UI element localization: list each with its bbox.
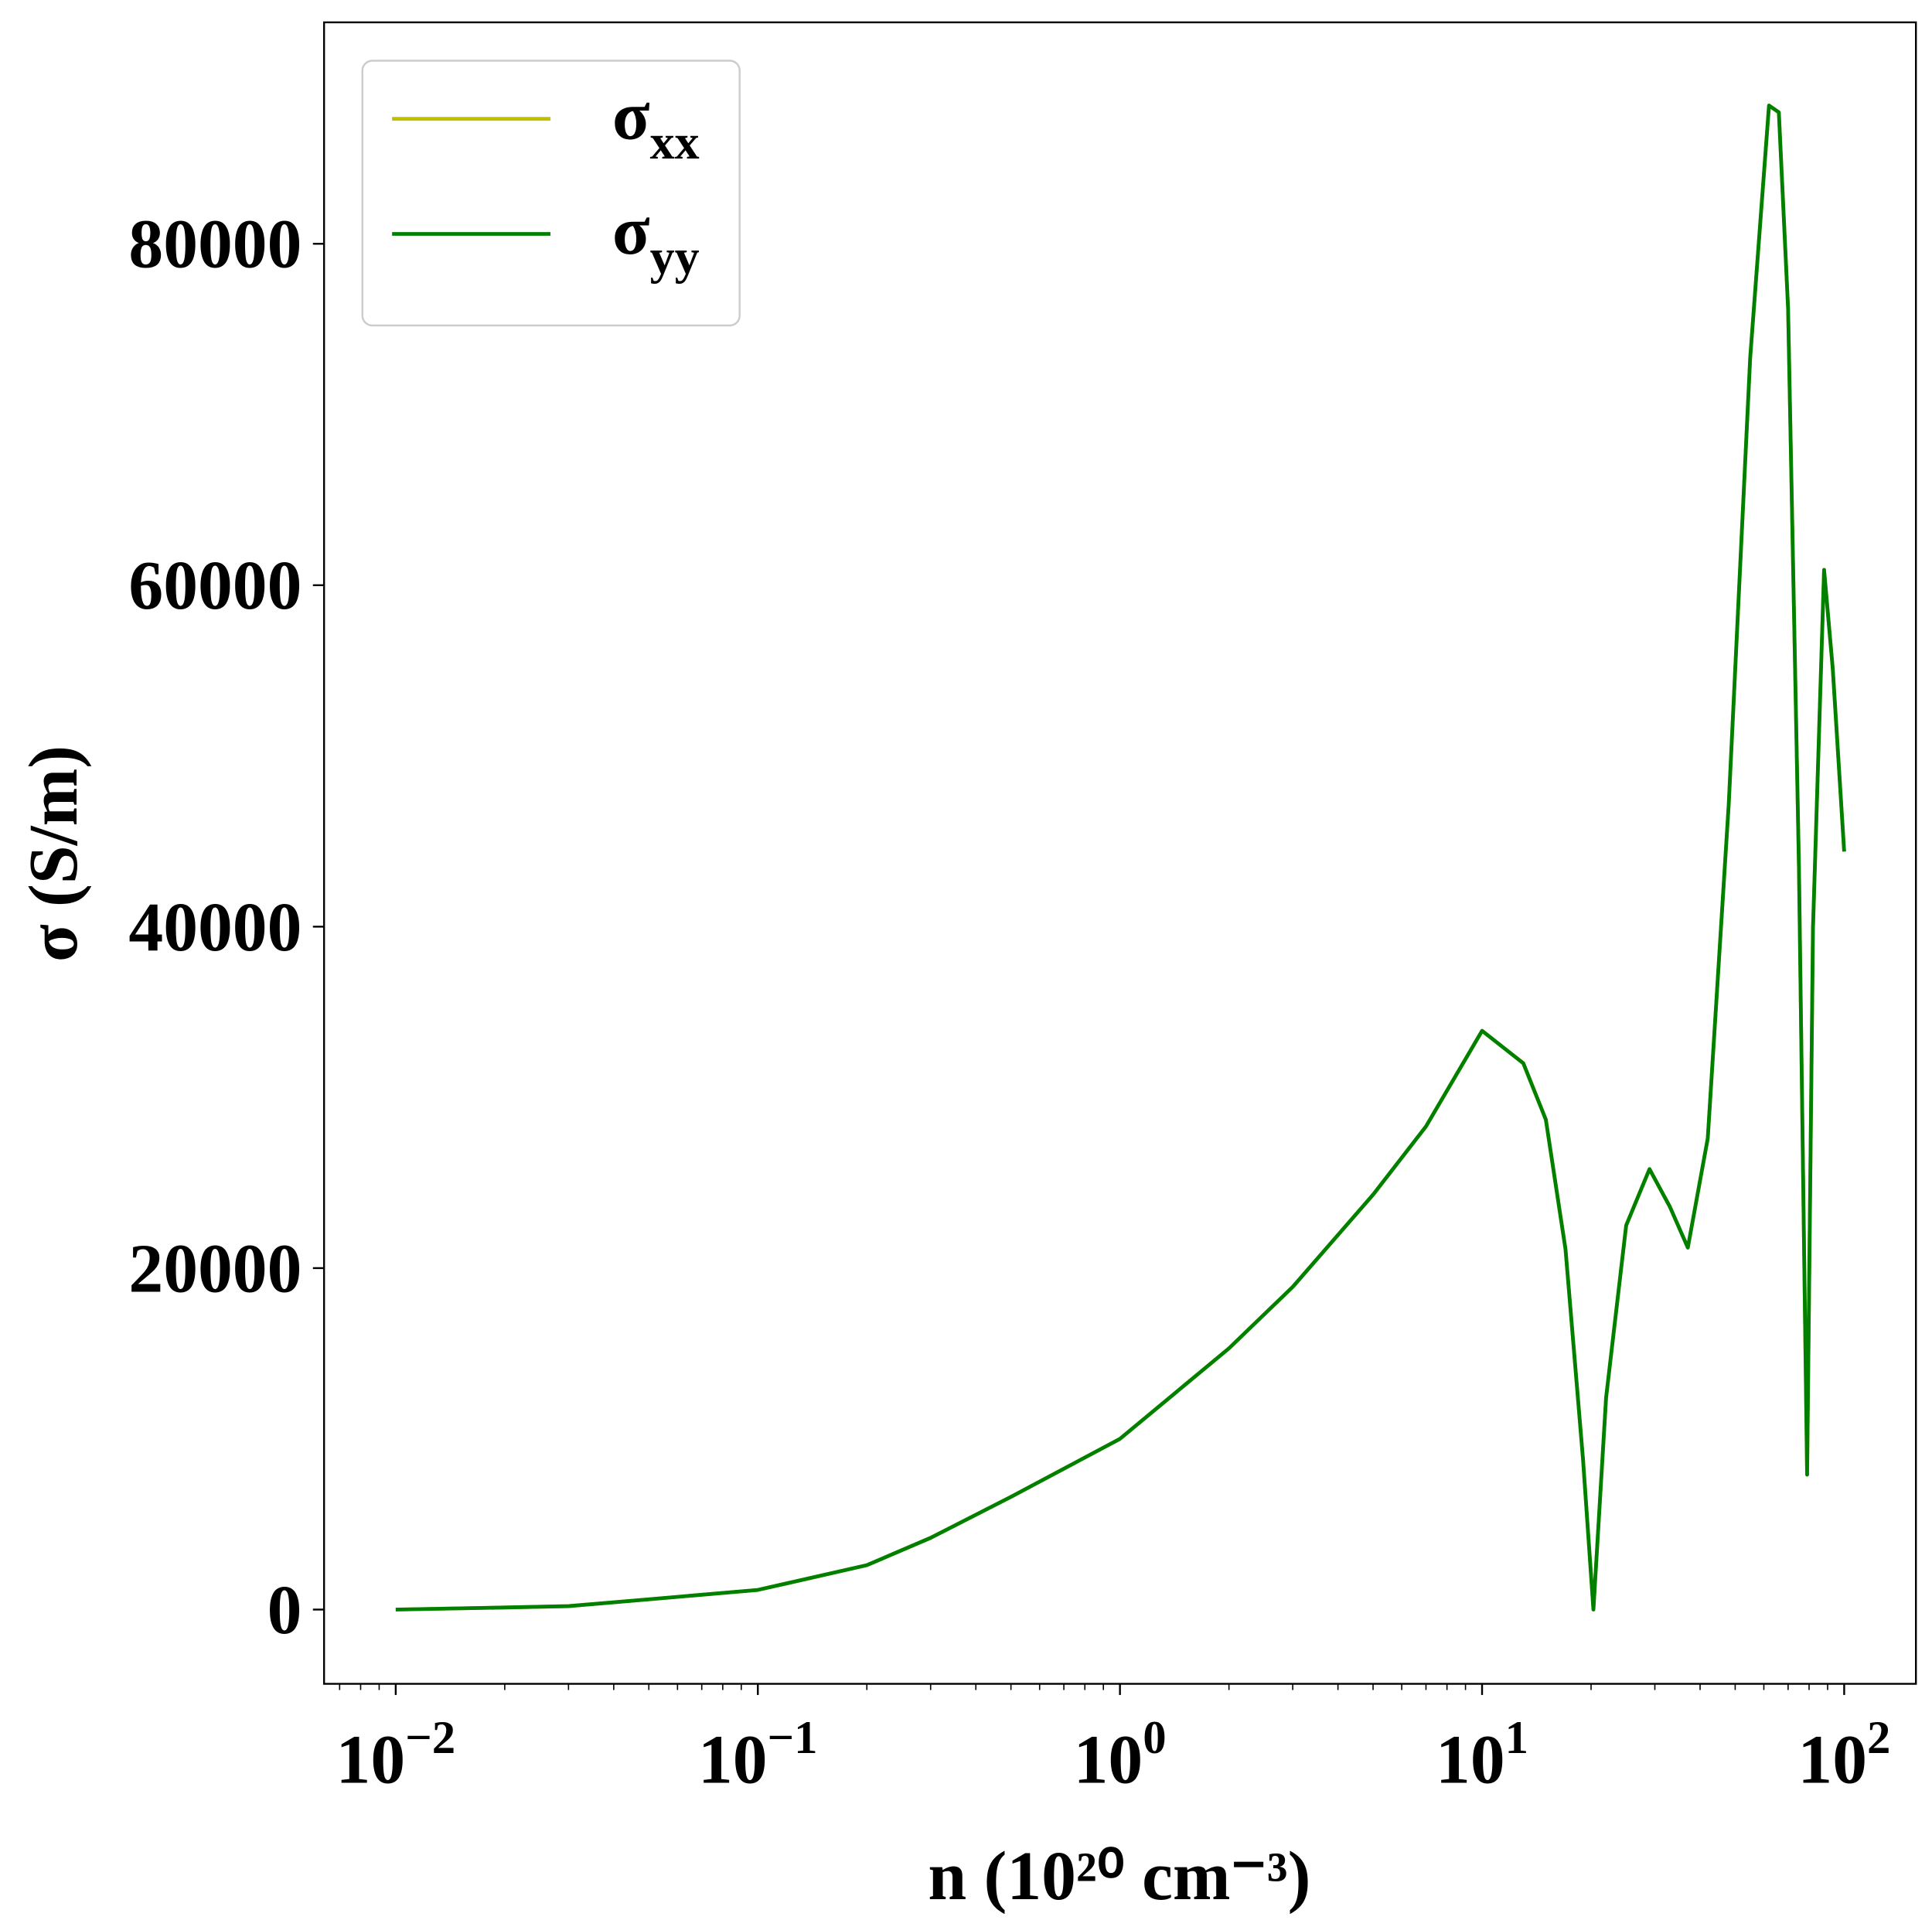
y-tick-label: 0: [267, 1572, 302, 1649]
legend-label: σxx: [612, 77, 700, 169]
y-tick-label: 60000: [128, 547, 302, 624]
y-tick-label: 40000: [128, 889, 302, 966]
data-line: [395, 104, 1846, 1612]
data-line: [395, 104, 1846, 1612]
y-axis-label: σ (S/m): [15, 745, 92, 962]
x-tick-label: 10−2: [336, 1712, 456, 1798]
x-tick-label: 10−1: [698, 1712, 818, 1798]
legend-label: σyy: [612, 193, 700, 285]
x-axis-label: n (10²⁰ cm⁻³): [928, 1838, 1310, 1915]
x-tick-label: 100: [1074, 1712, 1167, 1798]
legend-box: [361, 60, 741, 327]
y-tick-label: 80000: [128, 206, 302, 283]
y-tick-label: 20000: [128, 1230, 302, 1307]
x-tick-label: 102: [1797, 1712, 1890, 1798]
x-tick-label: 101: [1436, 1712, 1528, 1798]
